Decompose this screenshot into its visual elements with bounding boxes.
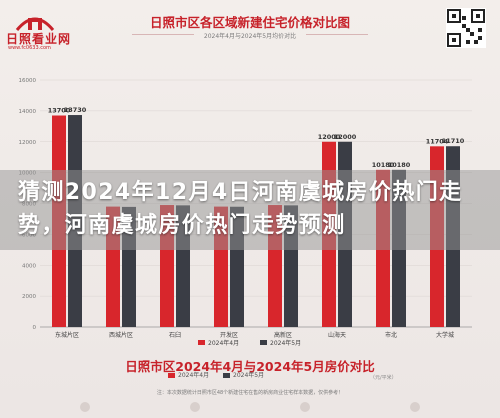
x-category-label: 山海天 [328,331,346,339]
y-tick-label: 12000 [19,140,37,146]
brand-logo-icon [13,8,57,34]
y-tick-label: 2000 [22,294,36,300]
legend-item-april: 2024年4月 [168,370,209,379]
bar-value-label: 11704 [426,137,449,145]
headline-text: 猜测2024年12月4日河南虞城房价热门走势，河南虞城房价热门走势预测 [18,180,463,238]
bar-value-label: 12000 [334,133,357,141]
footer-icon-2 [190,402,200,412]
x-category-label: 高新区 [274,331,292,339]
qr-code-icon [446,8,486,48]
chart-subtitle: 2024年4月与2024年5月均价对比 [203,33,297,40]
x-category-label: 大学城 [436,331,454,339]
legend-swatch-may [223,373,231,378]
x-category-label: 西城片区 [109,331,133,339]
bar-value-label: 10180 [372,161,395,169]
y-tick-label: 0 [33,325,37,331]
chart-legend: 2024年4月 2024年5月 [198,339,301,347]
y-tick-label: 16000 [19,78,37,84]
legend-label: 2024年4月 [208,339,239,347]
footer-legend: 2024年4月 2024年5月 [168,370,276,380]
y-tick-label: 4000 [22,263,36,269]
footer-unit: （元/平米） [370,375,397,381]
bar-value-label: 10180 [388,161,411,169]
legend-label-april: 2024年4月 [178,372,210,379]
x-category-label: 东城片区 [55,331,79,339]
bar-value-label: 13730 [64,106,87,114]
legend-label: 2024年5月 [270,339,301,347]
bar-value-label: 12000 [318,133,341,141]
headline-banner [0,170,500,250]
legend-label-may: 2024年5月 [233,372,265,379]
bar-value-label: 13700 [48,107,71,115]
x-category-label: 石臼 [169,331,181,339]
x-category-label: 市北 [385,331,397,339]
legend-swatch-april [168,373,175,378]
title-rule-right [306,34,368,35]
x-category-label: 开发区 [220,331,238,339]
legend-swatch [260,340,267,345]
footer-title: 日照市区2024年4月与2024年5月房价对比 [125,359,375,374]
title-rule-left [132,34,194,35]
legend-swatch [198,340,205,345]
y-tick-label: 14000 [19,109,37,115]
footer-icon-4 [410,402,420,412]
legend-item-may: 2024年5月 [223,370,264,379]
footer-icon-row [70,402,430,414]
bar-value-label: 11710 [442,137,465,145]
brand-name: 日照看业网 [6,32,72,46]
brand-url: www.fc0633.com [8,45,51,51]
chart-title: 日照市区各区域新建住宅价格对比图 [149,15,350,30]
footer-icon-3 [300,402,310,412]
footer-note: 注：本次数据统计日照市区48个新建住宅在售的新房商业住宅样本数据，仅供参考！ [156,390,344,396]
footer-icon-1 [80,402,90,412]
